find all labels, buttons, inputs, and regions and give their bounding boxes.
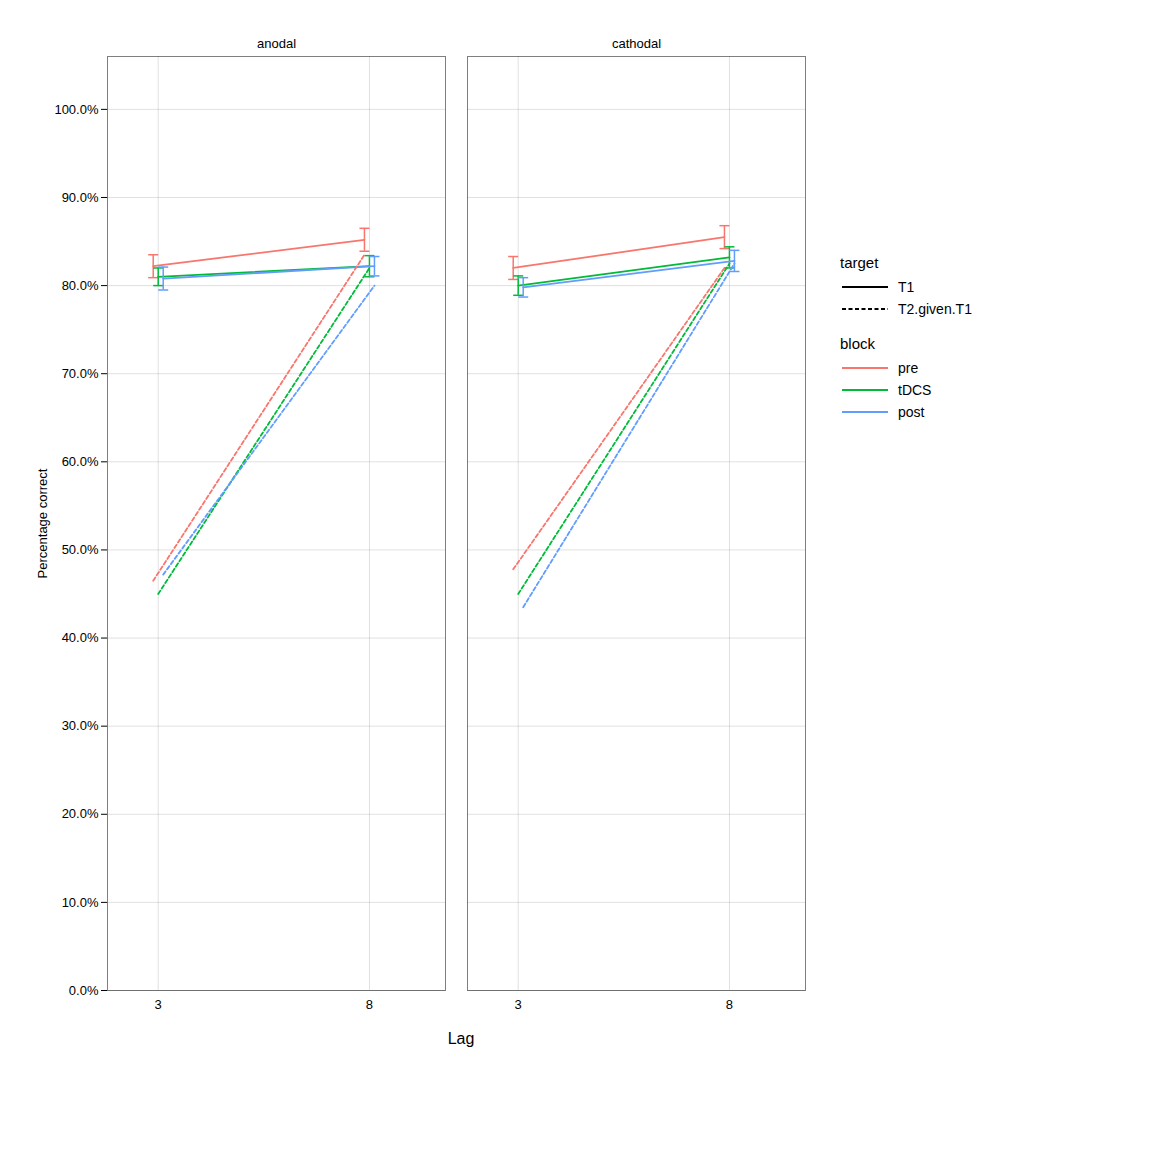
- svg-text:70.0%: 70.0%: [62, 366, 99, 381]
- svg-text:3: 3: [515, 997, 522, 1012]
- svg-text:Percentage correct: Percentage correct: [35, 468, 50, 578]
- html-text:target: target: [840, 254, 879, 271]
- svg-text:30.0%: 30.0%: [62, 718, 99, 733]
- svg-text:90.0%: 90.0%: [62, 190, 99, 205]
- svg-text:3: 3: [155, 997, 162, 1012]
- html-text:block: block: [840, 335, 875, 352]
- html-text:post: post: [898, 404, 925, 420]
- html-text:pre: pre: [898, 360, 919, 376]
- html-text:Lag: Lag: [447, 1030, 475, 1047]
- svg-text:80.0%: 80.0%: [62, 278, 99, 293]
- svg-text:10.0%: 10.0%: [62, 895, 99, 910]
- svg-text:anodal: anodal: [257, 36, 296, 51]
- svg-text:0.0%: 0.0%: [69, 983, 99, 998]
- svg-text:100.0%: 100.0%: [54, 102, 99, 117]
- html-text:tDCS: tDCS: [898, 382, 932, 398]
- html-text:T1: T1: [898, 279, 915, 295]
- html-text:T2.given.T1: T2.given.T1: [898, 301, 972, 317]
- svg-text:50.0%: 50.0%: [62, 542, 99, 557]
- svg-text:8: 8: [366, 997, 373, 1012]
- svg-text:8: 8: [726, 997, 733, 1012]
- svg-text:40.0%: 40.0%: [62, 630, 99, 645]
- svg-text:20.0%: 20.0%: [62, 806, 99, 821]
- svg-text:60.0%: 60.0%: [62, 454, 99, 469]
- svg-text:cathodal: cathodal: [612, 36, 661, 51]
